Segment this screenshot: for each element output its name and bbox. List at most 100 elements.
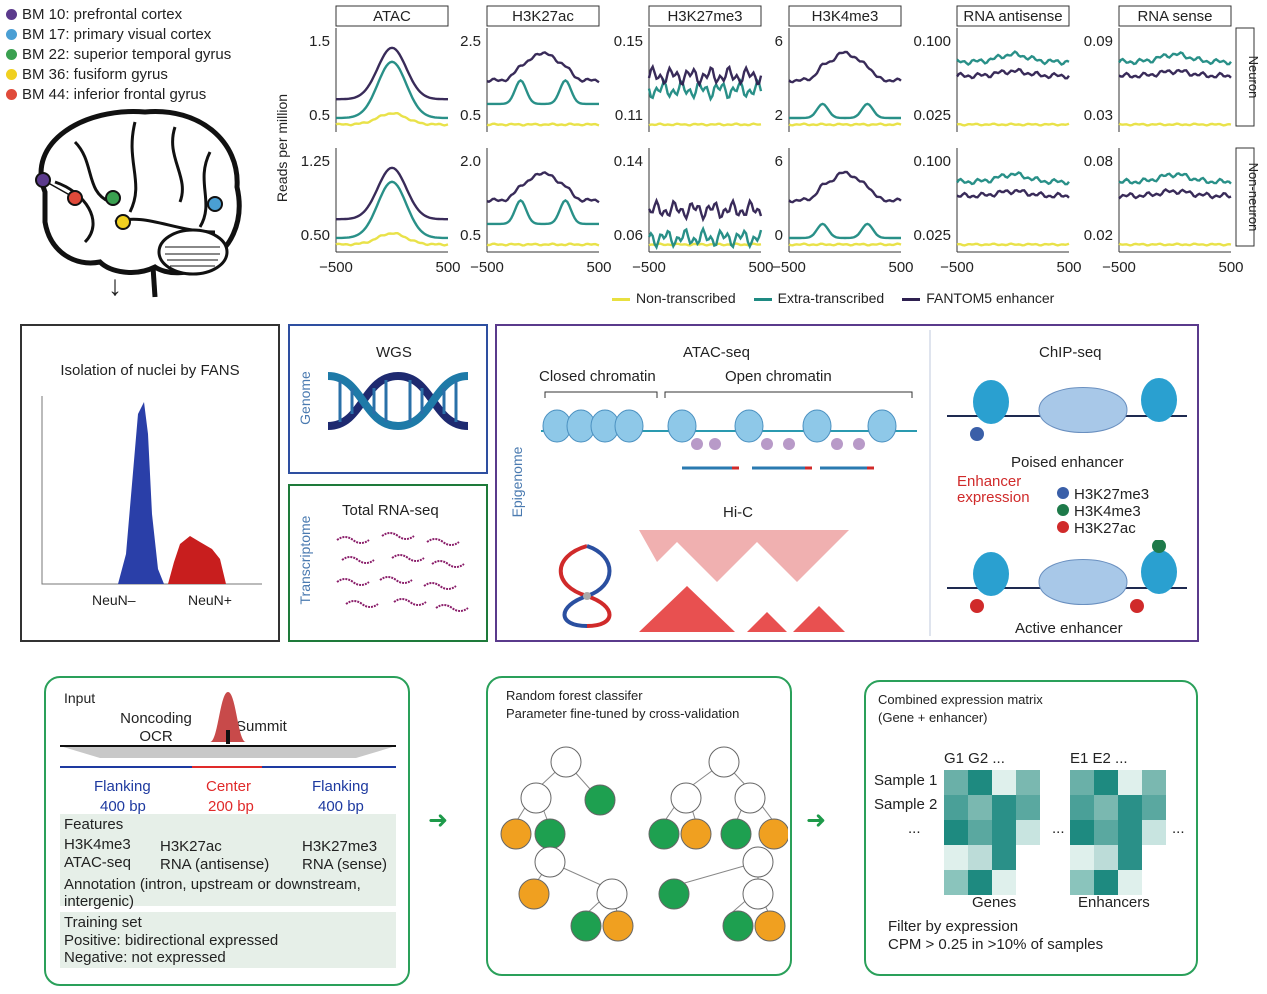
series-line [336,46,448,101]
panel-header [648,5,762,27]
matrix-line2: (Gene + enhancer) [878,710,988,725]
legend-item: BM 22: superior temporal gyrus [6,44,231,64]
series-legend-item: FANTOM5 enhancer [902,290,1054,306]
hic-schematic [558,530,849,632]
summit-label: Summit [236,718,287,735]
input-title: Input [64,690,96,706]
y-tick-label: 2.0 [460,153,481,170]
sample2-label: Sample 2 [874,796,938,813]
x-tick-label: 500 [586,259,611,276]
row-header [1235,27,1255,127]
row-header [1235,147,1255,247]
series-line [335,232,449,247]
x-tick-label: 500 [748,259,773,276]
series-line [486,171,600,204]
brain-region-legend: BM 10: prefrontal cortex BM 17: primary … [6,4,231,104]
divider [929,330,931,636]
bp-left-label: 400 bp [100,798,146,815]
expression-heatmap [944,770,1166,895]
y-tick-label: 0.06 [614,227,643,244]
poised-enhancer-icon [947,378,1187,441]
legend-dot-icon [6,8,17,20]
training-set-panel: Training set Positive: bidirectional exp… [60,912,396,968]
y-tick-label: 0.025 [913,227,951,244]
x-tick-label: −500 [319,259,353,276]
panel-header [335,5,449,27]
wgs-title: WGS [376,344,412,361]
fans-panel: Isolation of nuclei by FANS NeuN– NeuN+ [20,324,280,642]
x-tick-label: 500 [888,259,913,276]
ellipsis: ... [1172,820,1185,837]
genome-panel: Genome WGS [288,324,488,474]
down-arrow-icon: ↓ [108,270,122,301]
series-line [1118,242,1232,247]
rf-line1: Random forest classifer [506,688,643,703]
series-line [788,242,902,247]
series-line [486,122,600,127]
rf-line2: Parameter fine-tuned by cross-validation [506,706,740,721]
y-tick-label: 0.09 [1084,33,1113,50]
legend-dot-icon [6,28,17,40]
y-tick-label: 0.15 [614,33,643,50]
series-line [789,102,901,120]
series-line [1118,51,1232,66]
series-line [1118,68,1232,79]
closed-chromatin-label: Closed chromatin [539,368,656,385]
series-line [789,222,901,240]
flank-left-label: Flanking [94,778,151,795]
y-tick-label: 0.14 [614,153,643,170]
y-tick-label: 0.11 [615,107,643,124]
y-tick-label: 0 [775,227,783,244]
legend-dot-icon [6,48,17,60]
center-label: Center [206,778,252,795]
panel-header [1118,5,1232,27]
panel-header [956,5,1070,27]
random-forest-panel: Random forest classifer Parameter fine-t… [486,676,792,976]
panel-title: H3K27me3 [667,8,742,25]
neun-pos-label: NeuN+ [188,592,232,608]
active-enhancer-icon [947,540,1187,613]
chipseq-title: ChIP-seq [1039,344,1102,361]
atac-schematic [541,391,917,470]
series-line [487,199,599,226]
series-line [486,51,600,84]
y-tick-label: 0.5 [309,107,330,124]
legend-dot-icon [6,88,17,100]
series-line [648,122,762,127]
legend-item: BM 10: prefrontal cortex [6,4,231,24]
y-tick-label: 0.02 [1084,227,1113,244]
series-legend: Non-transcribed Extra-transcribed FANTOM… [612,290,1054,306]
hic-title: Hi-C [723,504,753,521]
arrow-right-icon: ➜ [806,807,827,834]
panel-header [788,5,902,27]
series-line [956,242,1070,247]
series-line [956,122,1070,127]
legend-dot-icon [6,68,17,80]
series-line [788,50,902,84]
genes-label: Genes [972,894,1017,911]
series-line [956,50,1070,66]
legend-item: BM 36: fusiform gyrus [6,64,231,84]
features-panel: Features H3K4me3 ATAC-seq H3K27ac RNA (a… [60,814,396,910]
y-tick-label: 1.5 [309,33,330,50]
y-tick-label: 0.025 [913,107,951,124]
series-line [335,112,449,127]
genome-label: Genome [297,371,313,425]
atac-title: ATAC-seq [683,344,750,361]
panel-title: RNA sense [1137,8,1212,25]
epigenome-panel: Epigenome ATAC-seq Closed chromatin Open… [495,324,1199,642]
open-chromatin-label: Open chromatin [725,368,832,385]
y-tick-label: 0.5 [460,227,481,244]
legend-item: BM 17: primary visual cortex [6,24,231,44]
series-line [487,79,599,106]
active-enhancer-label: Active enhancer [1015,620,1123,637]
profile-charts: ATAC H3K27ac H3K27me3 H3K4me3 RNA antisense R… [301,5,1261,276]
ellipsis: ... [908,820,921,837]
panel-title: RNA antisense [963,8,1062,25]
y-tick-label: 0.100 [913,153,951,170]
filter-line2: CPM > 0.25 in >10% of samples [888,936,1104,953]
x-tick-label: 500 [435,259,460,276]
y-tick-label: 0.03 [1084,107,1113,124]
flank-right-label: Flanking [312,778,369,795]
expression-matrix-panel: Combined expression matrix (Gene + enhan… [864,680,1198,976]
